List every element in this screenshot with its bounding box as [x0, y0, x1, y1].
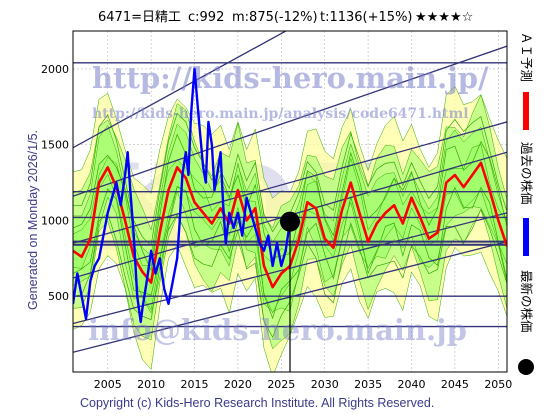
x-tick-label: 2020: [224, 378, 252, 391]
y-tick-label: 1500: [41, 139, 69, 152]
x-tick-label: 2025: [267, 378, 295, 391]
trend-line: [73, 45, 507, 197]
trend-line: [73, 121, 507, 244]
x-tick-label: 2030: [311, 378, 339, 391]
plot-frame: [72, 30, 508, 373]
y-tick-label: 500: [48, 290, 69, 303]
x-tick-label: 2040: [398, 378, 426, 391]
x-tick-label: 2045: [441, 378, 469, 391]
x-tick-label: 2050: [484, 378, 512, 391]
y-tick-label: 1000: [41, 214, 69, 227]
x-tick-label: 2010: [137, 378, 165, 391]
watermark-text-layer: http://kids-hero.main.jp/ http://kids-he…: [88, 61, 489, 347]
x-tick-label: 2015: [181, 378, 209, 391]
header-code-name: 6471=日精工: [98, 10, 181, 25]
copyright-text: Copyright (c) Kids-Hero Research Institu…: [80, 396, 434, 410]
legend: ＡＩ予測 過去の株価 最新の株価: [518, 32, 534, 375]
header-target-price: t:1136(+15%): [320, 10, 413, 25]
watermark-url-analysis: http://kids-hero.main.jp/analysis/code64…: [92, 106, 469, 122]
y-tick-label: 2000: [41, 63, 69, 76]
x-tick-label: 2005: [94, 378, 122, 391]
latest-price-marker: [280, 211, 300, 232]
header-rating-stars: ★★★★☆: [415, 10, 473, 25]
latest-marker-layer: [280, 211, 300, 372]
legend-swatch-past-price: [523, 218, 529, 256]
watermark-email: info@kids-hero.main.jp: [88, 313, 467, 347]
watermark-url-main: http://kids-hero.main.jp/: [92, 61, 489, 95]
generated-date-label: Generated on Monday 2026/1/5.: [26, 130, 40, 310]
legend-label-past-price: 過去の株価: [519, 142, 534, 205]
legend-swatch-ai-forecast: [523, 92, 529, 130]
x-tick-label: 2035: [354, 378, 382, 391]
tick-labels-layer: 2005 2010 2015 2020 2025 2030 2035 2040 2045 2050…: [41, 63, 512, 391]
series-line-past-price: [73, 67, 292, 324]
legend-label-ai-forecast: ＡＩ予測: [519, 32, 534, 82]
trend-line: [73, 31, 288, 149]
legend-label-latest-price: 最新の株価: [519, 270, 534, 333]
legend-swatch-latest-price: [518, 359, 534, 375]
header-current-price: c:992: [188, 10, 224, 25]
header-mid-price: m:875(-12%): [232, 10, 318, 25]
